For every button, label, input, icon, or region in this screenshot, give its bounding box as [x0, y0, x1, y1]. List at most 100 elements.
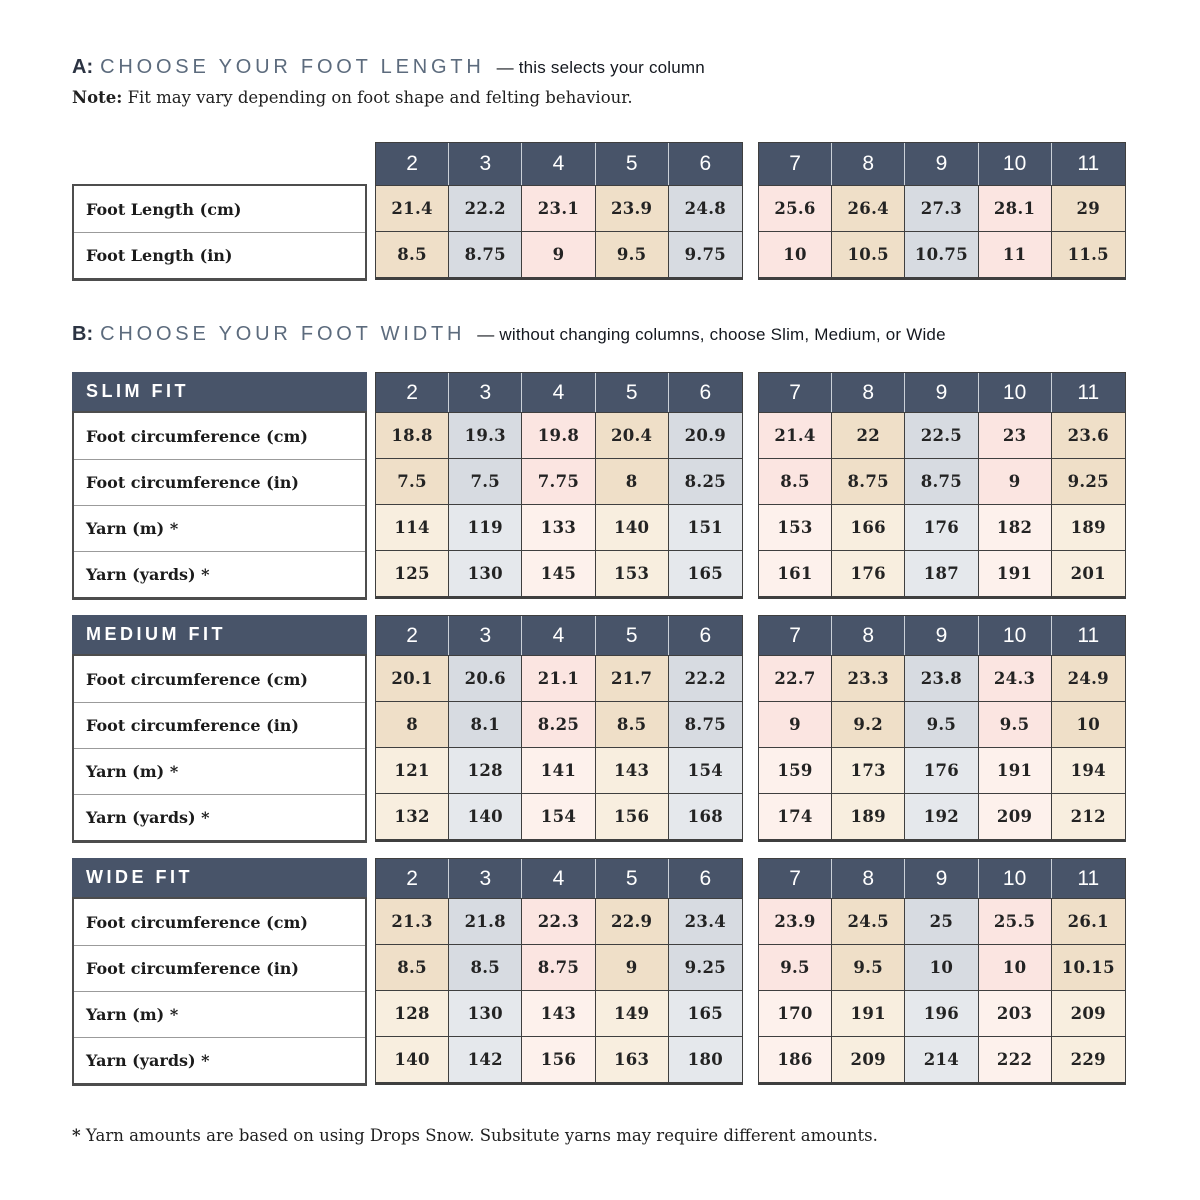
section-b-title: CHOOSE YOUR FOOT WIDTH — [100, 323, 466, 345]
value-cell: 176 — [832, 550, 906, 596]
value-cell: 23.4 — [668, 898, 742, 944]
value-cell: 9.25 — [668, 944, 742, 990]
value-cell: 9.5 — [758, 944, 833, 990]
size-column-header: 9 — [905, 373, 979, 412]
value-cell: 10 — [905, 944, 979, 990]
row-label: Foot circumference (cm) — [86, 426, 308, 446]
value-cell: 10.15 — [1051, 944, 1125, 990]
value-cell: 9 — [978, 458, 1052, 504]
value-cell: 176 — [905, 504, 979, 550]
section-b-prefix: B: — [72, 323, 94, 345]
row-label: Foot Length (in) — [74, 232, 365, 278]
value-cell: 27.3 — [905, 185, 979, 231]
size-column-header: 9 — [905, 616, 979, 655]
value-cell: 153 — [758, 504, 833, 550]
value-cell: 23.1 — [522, 185, 596, 231]
value-cell: 23.3 — [832, 655, 906, 701]
row-label: Yarn (m) * — [74, 991, 365, 1037]
value-cell: 165 — [668, 990, 742, 1036]
footnote-text: Yarn amounts are based on using Drops Sn… — [85, 1126, 878, 1145]
size-column-header: 2 — [376, 616, 450, 655]
value-cell: 22.9 — [595, 898, 669, 944]
value-cell: 153 — [595, 550, 669, 596]
value-cell: 189 — [832, 793, 906, 839]
row-label: Foot circumference (cm) — [86, 912, 308, 932]
value-cell: 145 — [522, 550, 596, 596]
value-cell: 18.8 — [376, 412, 450, 458]
value-cell: 21.4 — [376, 185, 450, 231]
row-label: Foot circumference (in) — [74, 459, 365, 505]
wide-fit-table: WIDE FIT Foot circumference (cm) Foot cir… — [72, 858, 1132, 1086]
sizing-chart-page: A: CHOOSE YOUR FOOT LENGTH — this select… — [72, 56, 1132, 1145]
value-cell: 8.75 — [522, 944, 596, 990]
value-cell: 229 — [1051, 1036, 1125, 1082]
row-label: Foot Length (cm) — [86, 199, 242, 219]
row-label: Yarn (m) * — [74, 505, 365, 551]
value-cell: 130 — [449, 550, 523, 596]
value-cell: 25 — [905, 898, 979, 944]
size-column-header: 2 — [376, 859, 450, 898]
value-cell: 114 — [376, 504, 450, 550]
size-column-header: 3 — [449, 143, 523, 185]
value-cell: 194 — [1051, 747, 1125, 793]
value-cell: 159 — [758, 747, 833, 793]
value-cell: 9.5 — [905, 701, 979, 747]
value-cell: 173 — [832, 747, 906, 793]
value-cell: 8 — [595, 458, 669, 504]
value-cell: 10.75 — [905, 231, 979, 277]
value-cell: 128 — [376, 990, 450, 1036]
size-column-header: 10 — [978, 859, 1052, 898]
value-cell: 22 — [832, 412, 906, 458]
size-column-header: 8 — [832, 143, 906, 185]
value-cell: 203 — [978, 990, 1052, 1036]
size-column-header: 6 — [668, 373, 742, 412]
note-label: Note: — [72, 88, 123, 107]
value-cell: 133 — [522, 504, 596, 550]
size-column-header: 10 — [978, 373, 1052, 412]
value-cell: 196 — [905, 990, 979, 1036]
value-cell: 151 — [668, 504, 742, 550]
size-column-header: 7 — [758, 616, 833, 655]
value-cell: 28.1 — [978, 185, 1052, 231]
size-column-header: 11 — [1051, 373, 1125, 412]
value-cell: 214 — [905, 1036, 979, 1082]
value-cell: 8.75 — [449, 231, 523, 277]
row-label: Yarn (m) * — [74, 748, 365, 794]
size-column-header: 7 — [758, 859, 833, 898]
size-column-header: 8 — [832, 616, 906, 655]
size-column-header: 7 — [758, 143, 833, 185]
sizes-7-11-grid: 7 8 9 10 11 25.6 26.4 27.3 28.1 29 10 10.5 10.75 11 11… — [757, 142, 1126, 280]
value-cell: 161 — [758, 550, 833, 596]
dash: — — [496, 58, 514, 77]
row-label: Foot circumference (in) — [74, 945, 365, 991]
value-cell: 25.5 — [978, 898, 1052, 944]
value-cell: 20.1 — [376, 655, 450, 701]
size-column-header: 5 — [595, 373, 669, 412]
footnote-star: * — [72, 1126, 81, 1145]
value-cell: 23.9 — [758, 898, 833, 944]
value-cell: 212 — [1051, 793, 1125, 839]
value-cell: 166 — [832, 504, 906, 550]
slim-fit-header: SLIM FIT — [72, 372, 367, 411]
value-cell: 128 — [449, 747, 523, 793]
value-cell: 8.5 — [376, 231, 450, 277]
value-cell: 21.7 — [595, 655, 669, 701]
row-label: Yarn (yards) * — [74, 794, 365, 840]
value-cell: 222 — [978, 1036, 1052, 1082]
value-cell: 121 — [376, 747, 450, 793]
value-cell: 182 — [978, 504, 1052, 550]
wide-fit-header: WIDE FIT — [72, 858, 367, 897]
value-cell: 21.4 — [758, 412, 833, 458]
value-cell: 8.1 — [449, 701, 523, 747]
value-cell: 209 — [1051, 990, 1125, 1036]
value-cell: 125 — [376, 550, 450, 596]
value-cell: 23.9 — [595, 185, 669, 231]
medium-fit-header: MEDIUM FIT — [72, 615, 367, 654]
value-cell: 187 — [905, 550, 979, 596]
value-cell: 9 — [522, 231, 596, 277]
slim-fit-table: SLIM FIT Foot circumference (cm) Foot cir… — [72, 372, 1132, 600]
row-label-box: Foot Length (cm) Foot Length (in) — [72, 184, 367, 281]
row-label: Foot circumference (in) — [74, 702, 365, 748]
sizes-2-6-grid: 2 3 4 5 6 21.3 21.8 22.3 22.9 23.4 8.5 8.5 8.75 9 9.25… — [375, 858, 743, 1085]
sizes-2-6-grid: 2 3 4 5 6 18.8 19.3 19.8 20.4 20.9 7.5 7.5 7.75 8 8.25… — [375, 372, 743, 599]
